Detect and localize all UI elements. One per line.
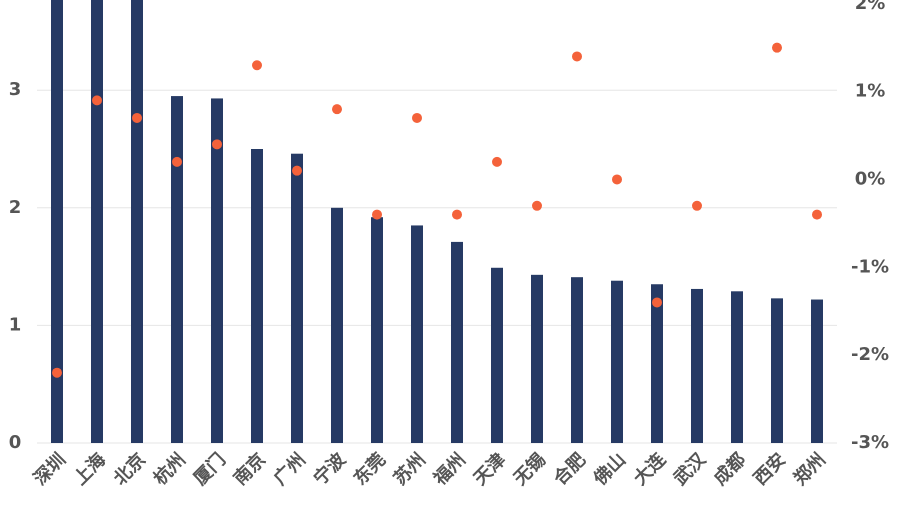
dot [692,200,702,211]
x-tick-label: 佛山 [588,449,630,491]
dot [212,139,222,150]
dot [772,42,782,53]
bar [331,207,343,443]
bar [211,98,223,443]
bar [611,280,623,443]
bar [251,149,263,443]
x-tick-label: 宁波 [309,448,351,490]
y2-tick-label: -3% [851,432,889,453]
x-tick-label: 南京 [229,449,270,490]
x-tick-label: 福州 [428,449,470,491]
y-tick-label: 3 [9,79,22,100]
bar [91,0,103,443]
bar [171,96,183,443]
dot [92,95,102,106]
dot [412,112,422,123]
dot [52,367,62,378]
dot [532,200,542,211]
bar [291,153,303,443]
x-tick-label: 苏州 [389,449,430,490]
x-tick-label: 无锡 [509,449,550,490]
x-tick-label: 西安 [749,449,790,490]
dot [492,156,502,167]
bar [51,0,63,443]
bar [691,288,703,443]
dot [652,297,662,308]
y-tick-label: 1 [9,314,22,335]
dot [132,112,142,123]
dot [332,104,342,115]
x-tick-label: 合肥 [549,449,590,490]
x-tick-label: 厦门 [189,449,230,490]
bar [651,284,663,443]
x-tick-label: 广州 [269,449,310,490]
bar [491,267,503,443]
dot [812,209,822,220]
bar [131,0,143,443]
y2-tick-label: 0% [855,168,886,189]
dot [612,174,622,185]
x-tick-label: 成都 [709,449,750,490]
dot [572,51,582,62]
x-tick-label: 郑州 [789,449,830,490]
x-tick-label: 天津 [469,449,510,490]
x-tick-label: 北京 [109,449,150,490]
dot [292,165,302,176]
bar [531,274,543,443]
y2-tick-label: 1% [855,81,886,102]
bar [731,291,743,443]
bar [811,299,823,443]
y2-tick-label: -1% [851,256,889,277]
bar [411,225,423,443]
bar [451,241,463,443]
y-tick-label: 2 [9,197,22,218]
dot [172,156,182,167]
y-tick-label: 0 [9,432,22,453]
bar [571,277,583,443]
x-tick-label: 上海 [69,449,110,490]
x-tick-label: 大连 [629,448,671,490]
y2-tick-label: -2% [851,344,889,365]
y2-tick-label: 2% [855,0,886,14]
dot [452,209,462,220]
bar [771,298,783,443]
x-tick-label: 杭州 [149,449,190,490]
x-tick-label: 武汉 [670,449,711,490]
x-tick-label: 深圳 [29,449,70,490]
dot [372,209,382,220]
x-tick-label: 东莞 [349,449,390,490]
bar [371,217,383,443]
dot [252,60,262,71]
